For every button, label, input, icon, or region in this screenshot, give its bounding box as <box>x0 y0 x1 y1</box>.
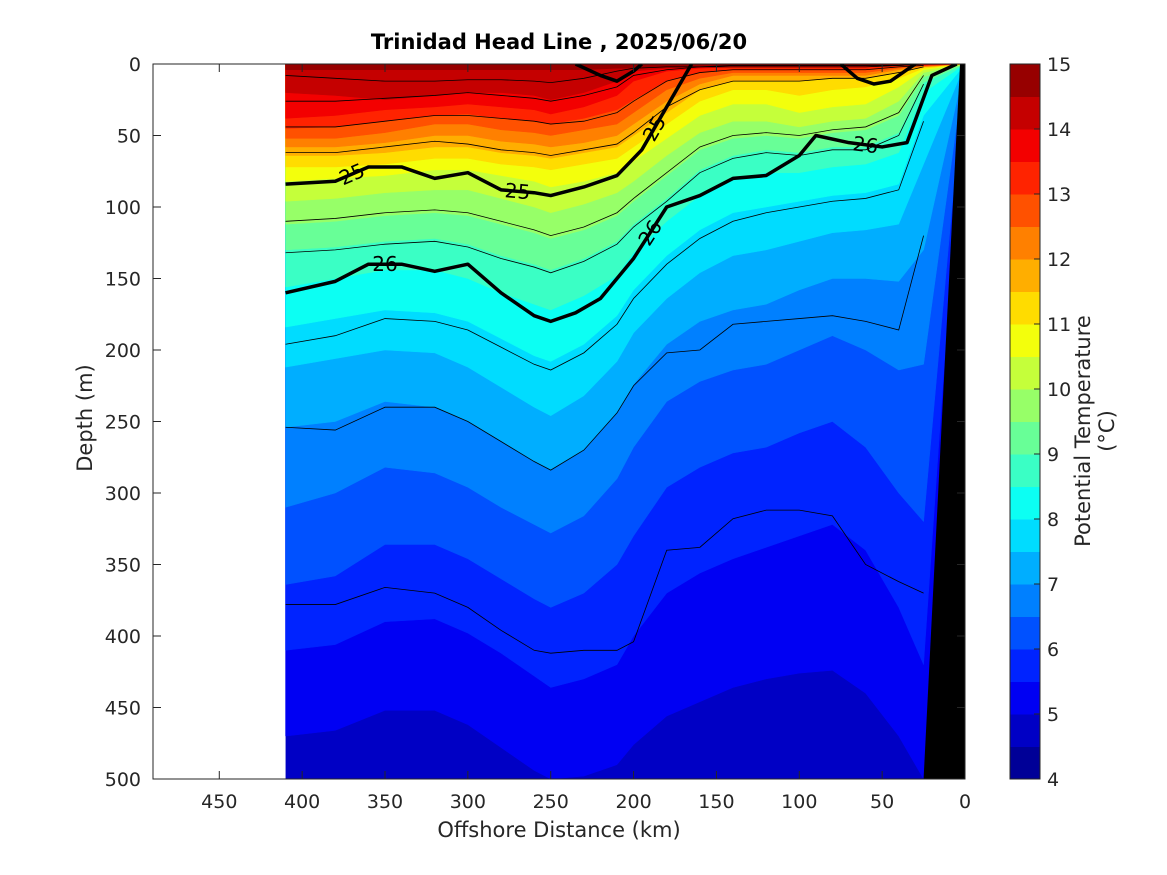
colorbar-swatch <box>1010 161 1040 195</box>
colorbar-tick-label: 15 <box>1047 54 1071 76</box>
colorbar-tick-label: 9 <box>1047 444 1059 466</box>
x-tick-label: 450 <box>201 791 237 813</box>
y-tick-label: 100 <box>105 197 141 219</box>
colorbar-swatch <box>1010 616 1040 650</box>
x-tick-label: 250 <box>533 791 569 813</box>
x-tick-label: 100 <box>781 791 817 813</box>
thin-contour-line <box>285 66 924 156</box>
colorbar-tick-label: 13 <box>1047 184 1071 206</box>
x-tick-label: 0 <box>959 791 971 813</box>
colorbar-swatch <box>1010 454 1040 487</box>
thin-contour-line <box>285 235 924 471</box>
x-tick-label: 400 <box>284 791 320 813</box>
thin-contours <box>285 64 924 654</box>
y-tick-label: 200 <box>105 340 141 362</box>
contour-label: 26 <box>851 131 879 158</box>
density-contour-line <box>285 64 694 198</box>
x-tick-label: 300 <box>450 791 486 813</box>
y-tick-label: 400 <box>105 626 141 648</box>
contour-label: 26 <box>372 252 397 276</box>
colorbar-swatch <box>1010 421 1040 455</box>
thin-contour-line <box>285 64 924 102</box>
y-tick-label: 300 <box>105 483 141 505</box>
y-tick-label: 250 <box>105 412 141 434</box>
colorbar-tick-label: 6 <box>1047 639 1059 661</box>
y-axis-label: Depth (m) <box>73 364 97 472</box>
colorbar-swatch <box>1010 519 1040 552</box>
temperature-fill <box>285 64 965 779</box>
colorbar-frame <box>1009 63 1041 780</box>
x-tick-label: 350 <box>367 791 403 813</box>
colorbar-swatch <box>1010 681 1040 715</box>
colorbar-swatch <box>1010 356 1040 390</box>
y-tick-label: 350 <box>105 555 141 577</box>
colorbar-swatch <box>1010 324 1040 357</box>
y-tick-label: 450 <box>105 698 141 720</box>
density-contour-line <box>839 64 917 86</box>
colorbar-swatch <box>1010 714 1040 747</box>
colorbar-swatch <box>1010 486 1040 520</box>
y-tick-label: 0 <box>129 54 141 76</box>
axes: 450 400 350 300 250 200 150 100 50 00501001502002… <box>105 54 971 813</box>
colorbar-swatch <box>1010 291 1040 325</box>
colorbar-swatch <box>1010 129 1040 162</box>
colorbar-tick-label: 5 <box>1047 704 1059 726</box>
colorbar-swatch <box>1010 96 1040 130</box>
colorbar-label: Potential Temperature (°C) <box>1071 315 1119 547</box>
colorbar-tick-label: 4 <box>1047 769 1059 791</box>
colorbar-swatch <box>1010 584 1040 617</box>
colorbar-swatch <box>1010 746 1040 780</box>
bathymetry-wedge <box>923 64 965 779</box>
colorbar-swatch <box>1010 389 1040 422</box>
colorbar-tick-label: 11 <box>1047 314 1071 336</box>
x-tick-label: 150 <box>698 791 734 813</box>
colorbar-tick-label: 7 <box>1047 574 1059 596</box>
colorbar-tick-label: 12 <box>1047 249 1071 271</box>
density-contour-line <box>574 64 644 83</box>
thin-contour-line <box>285 64 924 83</box>
colorbar-swatch <box>1010 64 1040 97</box>
thin-contour-line <box>285 83 924 274</box>
bathymetry <box>923 64 965 779</box>
colorbar-swatch <box>1010 259 1040 292</box>
x-tick-label: 50 <box>870 791 894 813</box>
y-tick-label: 150 <box>105 269 141 291</box>
colorbar-tick-label: 8 <box>1047 509 1059 531</box>
colorbar-swatch <box>1010 226 1040 260</box>
colorbar-swatch <box>1010 194 1040 227</box>
colorbar-tick-label: 10 <box>1047 379 1071 401</box>
x-tick-label: 200 <box>615 791 651 813</box>
thin-contour-line <box>285 509 924 654</box>
y-tick-label: 500 <box>105 769 141 791</box>
thin-contour-line <box>285 75 924 237</box>
chart-title: Trinidad Head Line , 2025/06/20 <box>370 30 748 54</box>
x-axis-label: Offshore Distance (km) <box>437 818 681 842</box>
thin-contour-line <box>285 121 924 371</box>
contour-label: 25 <box>504 178 531 204</box>
colorbar: 4 5 6 7 8 9 10 11 12 13 14 15 <box>1009 54 1071 791</box>
y-tick-label: 50 <box>117 126 141 148</box>
colorbar-swatch <box>1010 551 1040 585</box>
thin-contour-line <box>285 65 924 128</box>
colorbar-tick-label: 14 <box>1047 119 1071 141</box>
density-contour-line <box>285 64 958 324</box>
colorbar-swatch <box>1010 649 1040 682</box>
